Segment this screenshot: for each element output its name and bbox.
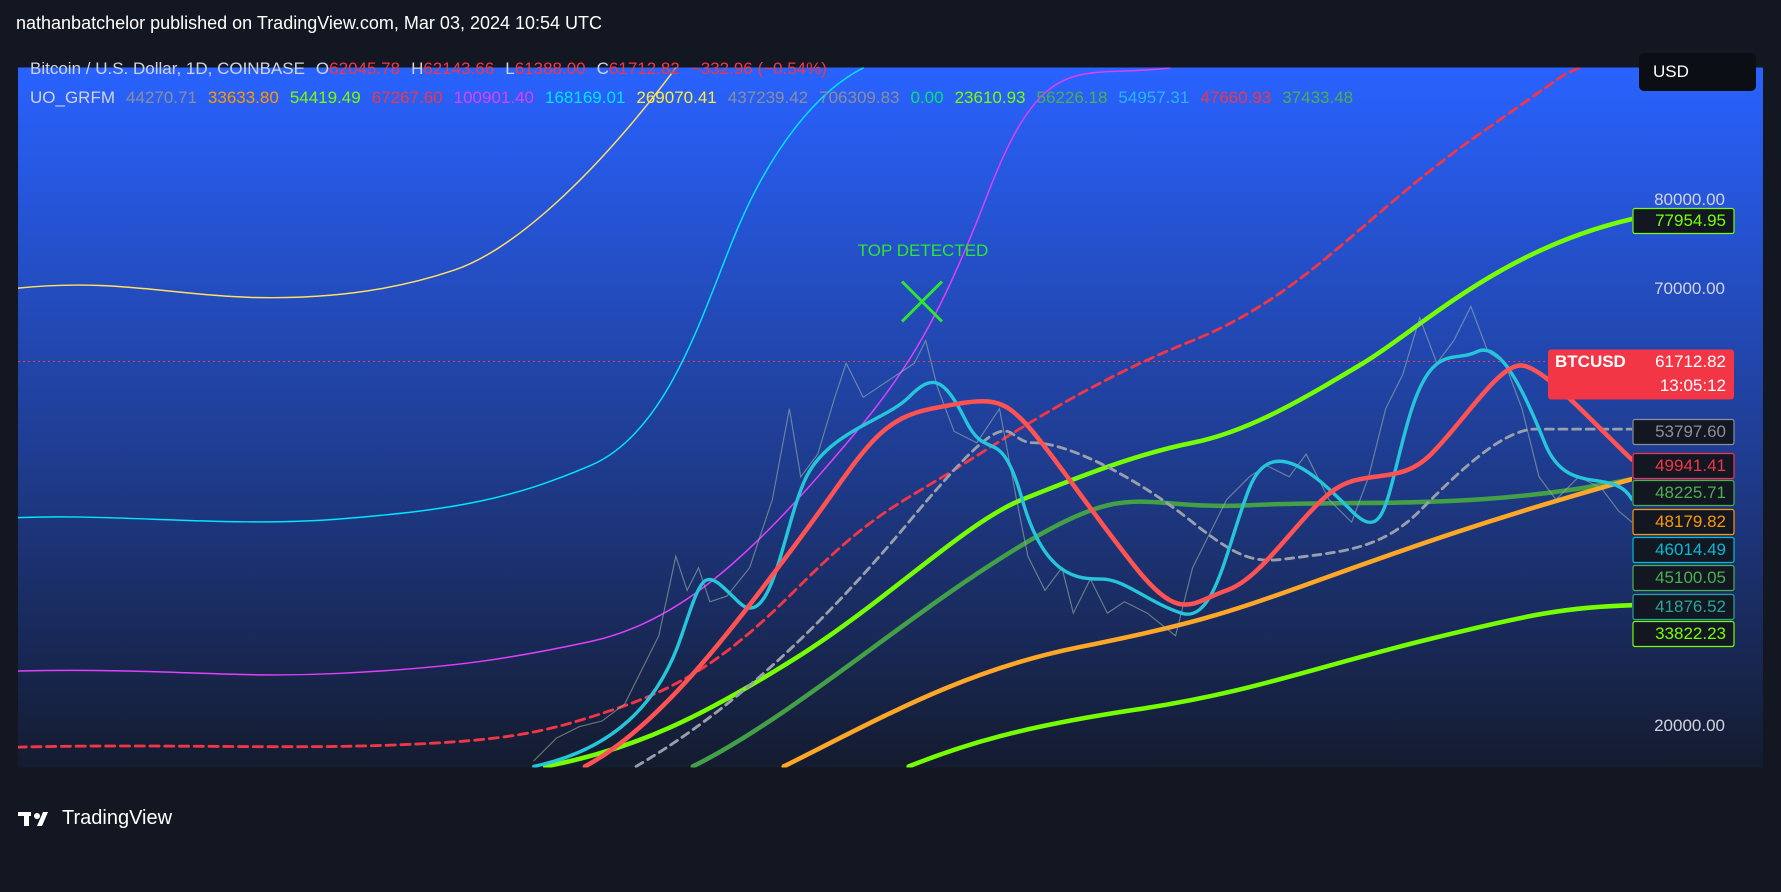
curve	[781, 476, 1632, 768]
price-label-box	[1632, 620, 1735, 648]
price-label-value: 46014.49	[1655, 540, 1726, 559]
curve	[18, 67, 864, 523]
footer: TradingView	[18, 807, 172, 830]
curve	[634, 427, 1632, 768]
indicator-value: 47660.93	[1200, 88, 1272, 107]
price-label-box	[1632, 479, 1735, 507]
price-label-value: 33822.23	[1655, 624, 1726, 643]
curve	[582, 363, 1632, 768]
ohlc-key: L	[505, 59, 515, 78]
curve	[18, 67, 1171, 676]
ohlc-value: 62143.66	[423, 59, 495, 78]
plot: TOP DETECTED	[18, 67, 1632, 768]
ohlc-item: L61388.00	[505, 59, 585, 78]
price-label-box	[1632, 207, 1735, 235]
chart-background	[18, 67, 1763, 811]
brand: TradingView	[62, 807, 173, 829]
indicator-value: 269070.41	[636, 88, 717, 107]
indicator-value: 44270.71	[126, 88, 197, 107]
indicator-value: 437239.42	[727, 88, 809, 107]
indicator-value: 37433.48	[1282, 88, 1354, 107]
logo-mark	[18, 811, 48, 826]
price-axis: 80000.00 70000.00 20000.00 77954.95 BTCUSD 61…	[1548, 190, 1735, 735]
attribution: nathanbatchelor published on TradingView…	[16, 13, 603, 33]
price-label-box	[1548, 349, 1734, 400]
indicator-value: 23610.93	[954, 88, 1026, 107]
legend-row: UO_GRFM 44270.71 33633.80 54419.49 67267.60 1…	[30, 88, 1364, 108]
price-label-value: 41876.52	[1655, 597, 1726, 616]
price-label-box	[1632, 508, 1735, 536]
curve	[690, 476, 1632, 768]
indicator-value: 706309.83	[819, 88, 900, 107]
ohlc-item: O62045.78	[316, 59, 400, 78]
ohlc-key: O	[315, 59, 330, 78]
annotation: TOP DETECTED	[858, 241, 989, 260]
curve	[18, 67, 677, 299]
price-label-box	[1632, 418, 1735, 446]
price-label-value: 61712.82	[1655, 352, 1726, 371]
change: −332.96 (−0.54%)	[690, 59, 827, 78]
indicator-value: 100901.40	[453, 88, 534, 107]
indicator-value: 33633.80	[207, 88, 279, 107]
currency-button[interactable]: USD	[1639, 53, 1756, 91]
time-axis-band	[18, 767, 1763, 811]
ohlc-value: 61388.00	[514, 59, 586, 78]
indicator-value: 67267.60	[371, 88, 443, 107]
symbol: Bitcoin / U.S. Dollar, 1D, COINBASE	[30, 59, 305, 78]
price-label-value: 48179.82	[1655, 512, 1726, 531]
curve	[532, 348, 1632, 768]
price-label-countdown: 13:05:12	[1660, 376, 1726, 395]
ohlc-value: 61712.82	[608, 59, 680, 78]
price-label-value: 45100.05	[1655, 568, 1726, 587]
top-marker	[900, 280, 944, 323]
ohlc-key: C	[596, 59, 609, 78]
price-label-value: 48225.71	[1655, 483, 1726, 502]
legend-row: Bitcoin / U.S. Dollar, 1D, COINBASE O6204…	[30, 59, 838, 79]
curve	[906, 602, 1632, 768]
price-label-symbol: BTCUSD	[1555, 352, 1626, 371]
indicator-value: 54419.49	[289, 88, 361, 107]
price-tick: 80000.00	[1654, 190, 1725, 209]
price-label-box	[1632, 593, 1735, 621]
ohlc-item: C61712.82	[597, 59, 680, 78]
indicator-value: 0.00	[910, 88, 944, 107]
price-label-value: 49941.41	[1655, 456, 1726, 475]
price-label-box	[1632, 536, 1735, 564]
indicator-value: 54957.31	[1118, 88, 1190, 107]
indicator-value: 168169.01	[545, 88, 626, 107]
ohlc-value: 62045.78	[329, 59, 401, 78]
price-label-box	[1632, 452, 1735, 480]
price-tick: 20000.00	[1654, 716, 1725, 735]
price-label-value: 53797.60	[1655, 422, 1726, 441]
indicator-value: 56226.18	[1036, 88, 1108, 107]
indicator-curves	[18, 67, 1632, 768]
indicator-name: UO_GRFM	[30, 88, 115, 107]
price-tick: 70000.00	[1654, 279, 1725, 298]
screenshot: nathanbatchelor published on TradingView…	[16, 13, 1763, 830]
chart: TOP DETECTED 80000.00 70000.00 20000.00 779…	[18, 67, 1763, 811]
ohlc-item: H62143.66	[411, 59, 494, 78]
ohlc-key: H	[411, 59, 424, 78]
price-label-value: 77954.95	[1655, 211, 1726, 230]
price-label-box	[1632, 564, 1735, 592]
curve	[18, 67, 1581, 749]
